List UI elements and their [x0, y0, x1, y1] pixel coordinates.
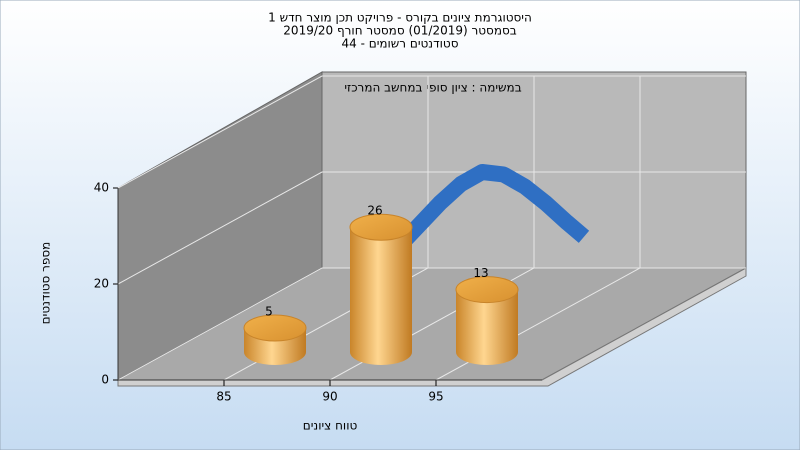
y-axis-label: מספר סטודנטים [39, 242, 53, 325]
value-label: 5 [265, 305, 273, 319]
x-axis-label: טווח ציונים [303, 419, 358, 433]
title-line: היסטוגרמת ציונים בקורס - פרויקט תכן מוצר… [268, 11, 532, 25]
bar-top [243, 314, 307, 342]
y-tick-label: 20 [94, 277, 109, 291]
bar [455, 276, 519, 365]
bar-body [350, 227, 412, 365]
curve [378, 164, 590, 267]
annotation: במשימה : ציון סופי במחשב המרכזי [344, 81, 521, 95]
bar-body [456, 289, 518, 365]
title: היסטוגרמת ציונים בקורס - פרויקט תכן מוצר… [268, 11, 532, 51]
x-tick-label: 85 [216, 390, 231, 404]
bar-top [349, 213, 413, 241]
x-tick-label: 95 [428, 390, 443, 404]
grid-line [117, 171, 746, 285]
bar [243, 314, 307, 365]
bar-top [455, 276, 519, 304]
x-tick-label: 90 [322, 390, 337, 404]
value-label: 26 [367, 204, 382, 218]
grid-line [117, 267, 746, 381]
grid-line [117, 75, 746, 189]
y-tick-label: 40 [94, 181, 109, 195]
title-line: סטודנטים רשומים - 44 [341, 37, 458, 51]
y-tick-label: 0 [101, 373, 109, 387]
title-line: בסמסטר (01/2019) סמסטר חורף 2019/20 [283, 24, 516, 38]
value-label: 13 [473, 266, 488, 280]
bar [349, 213, 413, 365]
